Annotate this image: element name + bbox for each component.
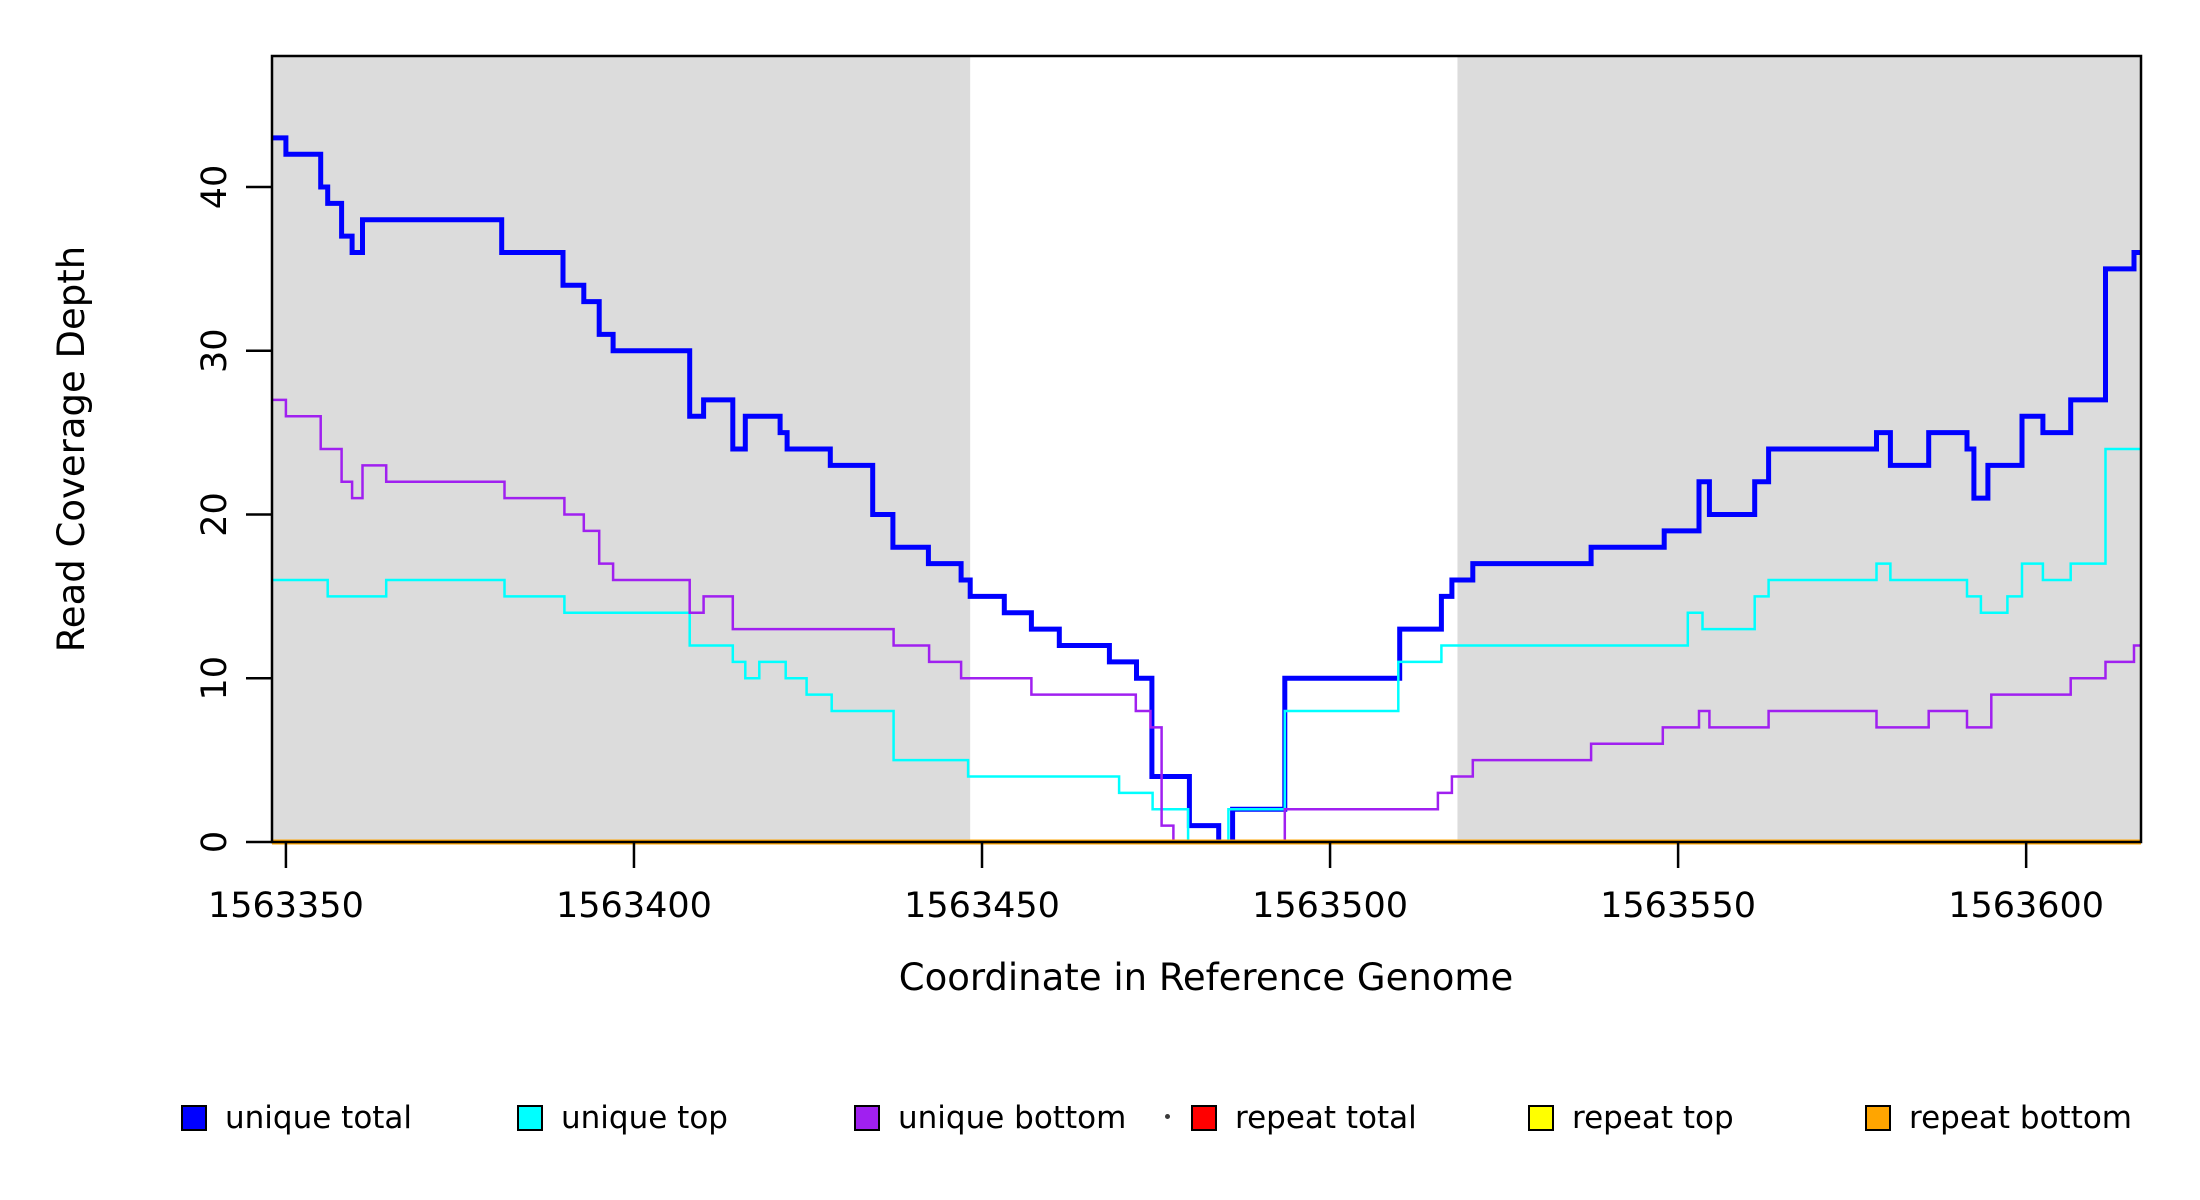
legend-item-repeat-top: repeat top bbox=[1528, 1100, 1734, 1136]
legend-label: unique top bbox=[561, 1100, 728, 1136]
legend-label: unique bottom bbox=[898, 1100, 1127, 1136]
legend-swatch bbox=[1865, 1105, 1891, 1131]
legend-label: repeat total bbox=[1235, 1100, 1417, 1136]
legend-swatch bbox=[1528, 1105, 1554, 1131]
legend-swatch bbox=[181, 1105, 207, 1131]
series-unique-total bbox=[272, 135, 2141, 845]
legend-item-repeat-total: repeat total bbox=[1191, 1100, 1417, 1136]
x-tick-label: 1563400 bbox=[556, 886, 712, 926]
x-tick-label: 1563550 bbox=[1600, 886, 1756, 926]
legend-swatch bbox=[517, 1105, 543, 1131]
stray-dot bbox=[1165, 1114, 1170, 1119]
legend-label: repeat bottom bbox=[1909, 1100, 2133, 1136]
x-tick-label: 1563450 bbox=[904, 886, 1060, 926]
legend-item-repeat-bottom: repeat bottom bbox=[1865, 1100, 2132, 1136]
legend-label: unique total bbox=[225, 1100, 413, 1136]
series-unique-top bbox=[272, 447, 2141, 844]
legend-item-unique-total: unique total bbox=[181, 1100, 412, 1136]
x-tick-label: 1563500 bbox=[1252, 886, 1408, 926]
legend-label: repeat top bbox=[1572, 1100, 1734, 1136]
legend-item-unique-top: unique top bbox=[517, 1100, 728, 1136]
y-axis-label: Read Coverage Depth bbox=[50, 246, 93, 652]
legend-swatch bbox=[1191, 1105, 1217, 1131]
series-unique-bottom bbox=[272, 398, 2141, 844]
y-tick-label: 30 bbox=[195, 328, 235, 373]
y-tick-label: 10 bbox=[195, 656, 235, 701]
legend-swatch bbox=[854, 1105, 880, 1131]
y-tick-label: 20 bbox=[195, 492, 235, 537]
y-tick-label: 0 bbox=[195, 831, 235, 853]
y-tick-label: 40 bbox=[195, 165, 235, 210]
legend: unique total unique top unique bottom repea… bbox=[0, 1100, 2200, 1140]
x-axis-label: Coordinate in Reference Genome bbox=[899, 956, 1514, 999]
x-tick-label: 1563600 bbox=[1948, 886, 2104, 926]
plot-box bbox=[270, 54, 2143, 844]
shaded-region-0 bbox=[272, 56, 971, 842]
x-tick-label: 1563350 bbox=[208, 886, 364, 926]
legend-item-unique-bottom: unique bottom bbox=[854, 1100, 1126, 1136]
